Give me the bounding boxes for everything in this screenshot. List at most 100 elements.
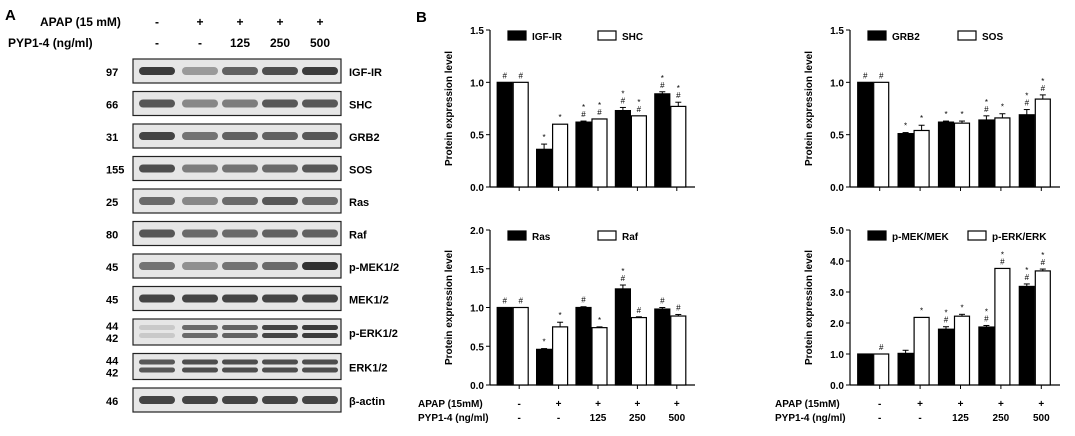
x-apap-sign: + (958, 399, 964, 410)
bar-GRB2-1 (897, 133, 914, 188)
bar-Raf-3 (630, 316, 648, 386)
y-tick-label: 1.0 (470, 304, 484, 315)
bar-SHC-3 (630, 115, 648, 188)
band (182, 262, 218, 270)
significance-mark: * (677, 84, 680, 93)
blot-row-10: 46 β-actin (106, 387, 385, 413)
bar-p-ERK/ERK-0 (873, 353, 890, 386)
band (262, 359, 298, 365)
x-apap-sign: + (1038, 399, 1044, 410)
y-tick-label: 3.0 (830, 288, 844, 299)
significance-mark: # (518, 71, 523, 80)
bar-SOS-1 (913, 129, 930, 188)
band (139, 67, 175, 75)
significance-mark: # (1041, 258, 1046, 267)
blot-protein-label: p-MEK1/2 (349, 262, 399, 274)
band (262, 229, 298, 238)
legend-label: SHC (622, 32, 643, 43)
band (182, 325, 218, 330)
blot-protein-label: ERK1/2 (349, 363, 388, 375)
y-tick-label: 2.0 (470, 226, 484, 237)
x-apap-sign: - (518, 399, 521, 410)
band (302, 197, 338, 205)
blot-strip (132, 318, 342, 346)
y-axis-label: Protein expression level (444, 250, 455, 365)
band (182, 99, 218, 108)
significance-mark: * (621, 267, 624, 276)
x-apap-sign: + (595, 399, 601, 410)
significance-mark: * (1001, 250, 1004, 259)
apap-sign-1: + (196, 15, 203, 29)
bar-Ras-1 (535, 348, 553, 386)
bar-p-ERK/ERK-3 (994, 267, 1011, 386)
band (139, 367, 175, 373)
blot-row-1: 66 SHC (106, 90, 372, 117)
y-tick-label: 0.5 (830, 131, 844, 142)
band (302, 325, 338, 330)
significance-mark: * (637, 98, 640, 107)
legend-label: Raf (622, 232, 639, 243)
significance-mark: # (879, 343, 884, 352)
bar-p-MEK/MEK-4 (1018, 285, 1035, 386)
blot-row-0: 97 IGF-IR (106, 58, 382, 84)
apap-sign-0: - (155, 15, 159, 29)
bar-SHC-0 (512, 81, 529, 188)
significance-mark: # (518, 297, 523, 306)
mw-label: 42 (106, 333, 118, 345)
bar-p-ERK/ERK-2 (953, 315, 971, 386)
legend-swatch (967, 230, 987, 241)
bar-SHC-1 (551, 123, 569, 188)
band (222, 132, 258, 140)
band (222, 99, 258, 108)
x-apap-sign: + (917, 399, 923, 410)
band (182, 132, 218, 140)
x-apap-label: APAP (15mM) (418, 399, 483, 410)
bar-IGF-IR-1 (535, 148, 553, 188)
legend-label: p-ERK/ERK (992, 232, 1047, 243)
blot-protein-label: SHC (349, 100, 372, 112)
significance-mark: * (920, 306, 923, 315)
band (139, 164, 175, 173)
y-tick-label: 0.0 (470, 381, 484, 392)
legend-swatch (507, 230, 527, 241)
band (139, 229, 175, 238)
significance-mark: # (621, 274, 626, 283)
y-tick-label: 1.0 (470, 78, 484, 89)
band (302, 99, 338, 108)
legend-swatch (597, 30, 617, 41)
x-apap-sign: + (998, 399, 1004, 410)
x-pyp-value: 125 (590, 413, 607, 424)
significance-mark: * (621, 89, 624, 98)
significance-mark: # (581, 296, 586, 305)
apap-header-label: APAP (15 mM) (40, 15, 121, 29)
significance-mark: * (960, 303, 963, 312)
mw-label: 44 (106, 356, 119, 368)
pyp-header-label: PYP1-4 (ng/ml) (8, 36, 93, 50)
significance-mark: * (985, 98, 988, 107)
bar-chart-3: 0.0 1.0 2.0 3.0 4.0 5.0 Protein expression lev… (804, 226, 1060, 392)
legend-label: IGF-IR (532, 32, 563, 43)
band (139, 132, 175, 140)
bar-Ras-0 (496, 306, 513, 386)
panel-a-letter: A (5, 7, 16, 24)
bar-GRB2-4 (1018, 114, 1035, 188)
y-tick-label: 1.5 (470, 26, 484, 37)
band (302, 229, 338, 238)
significance-mark: # (621, 96, 626, 105)
significance-mark: # (863, 71, 868, 80)
bar-p-MEK/MEK-1 (897, 352, 914, 386)
band (302, 396, 338, 404)
band (139, 333, 175, 338)
significance-mark: # (984, 314, 989, 323)
significance-mark: * (904, 122, 907, 131)
pyp-value-1: - (198, 36, 202, 50)
bar-Ras-3 (614, 288, 632, 386)
y-tick-label: 0.0 (830, 381, 844, 392)
band (302, 262, 338, 270)
significance-mark: # (1025, 99, 1030, 108)
bar-GRB2-2 (937, 121, 955, 188)
band (222, 333, 258, 338)
